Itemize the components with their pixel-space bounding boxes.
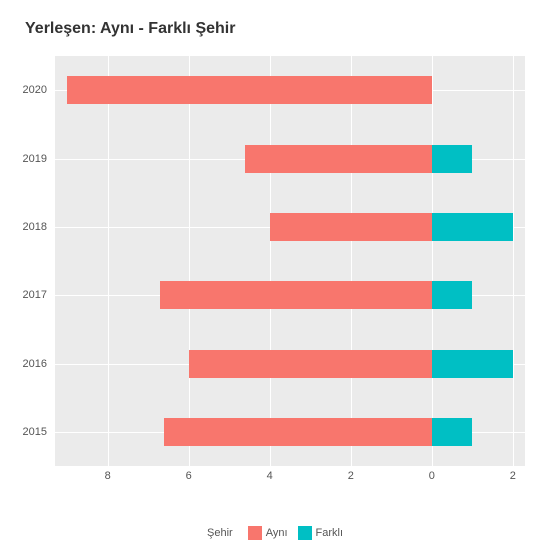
legend: Şehir Aynı Farklı bbox=[0, 526, 550, 540]
y-axis-category-label: 2020 bbox=[23, 84, 47, 96]
legend-swatch-farkli bbox=[298, 526, 312, 540]
x-axis-tick-label: 8 bbox=[105, 470, 111, 482]
y-axis-category-label: 2019 bbox=[23, 153, 47, 165]
x-axis-tick-label: 4 bbox=[267, 470, 273, 482]
gridline-v bbox=[108, 56, 109, 466]
bar-aynı bbox=[189, 350, 432, 378]
gridline-v bbox=[270, 56, 271, 466]
x-axis-tick-label: 2 bbox=[510, 470, 516, 482]
plot-area: 864202202020192018201720162015 bbox=[55, 56, 525, 466]
x-axis-tick-label: 6 bbox=[186, 470, 192, 482]
gridline-v bbox=[351, 56, 352, 466]
bar-farklı bbox=[432, 213, 513, 241]
chart-title: Yerleşen: Aynı - Farklı Şehir bbox=[25, 20, 535, 38]
legend-label-farkli: Farklı bbox=[316, 527, 344, 539]
bar-farklı bbox=[432, 350, 513, 378]
bar-farklı bbox=[432, 418, 473, 446]
bar-farklı bbox=[432, 145, 473, 173]
y-axis-category-label: 2016 bbox=[23, 358, 47, 370]
bar-farklı bbox=[432, 281, 473, 309]
legend-item-farkli: Farklı bbox=[298, 526, 344, 540]
bar-aynı bbox=[67, 76, 432, 104]
y-axis-category-label: 2015 bbox=[23, 426, 47, 438]
bar-aynı bbox=[164, 418, 431, 446]
legend-swatch-ayni bbox=[248, 526, 262, 540]
gridline-v bbox=[513, 56, 514, 466]
y-axis-category-label: 2017 bbox=[23, 289, 47, 301]
legend-label-ayni: Aynı bbox=[266, 527, 288, 539]
legend-title: Şehir bbox=[207, 527, 233, 539]
gridline-v bbox=[189, 56, 190, 466]
x-axis-tick-label: 0 bbox=[429, 470, 435, 482]
bar-aynı bbox=[160, 281, 431, 309]
gridline-v bbox=[432, 56, 433, 466]
bar-aynı bbox=[270, 213, 432, 241]
chart-container: Yerleşen: Aynı - Farklı Şehir 8642022020… bbox=[0, 0, 550, 550]
bar-aynı bbox=[245, 145, 431, 173]
x-axis-tick-label: 2 bbox=[348, 470, 354, 482]
legend-item-ayni: Aynı bbox=[248, 526, 288, 540]
y-axis-category-label: 2018 bbox=[23, 221, 47, 233]
